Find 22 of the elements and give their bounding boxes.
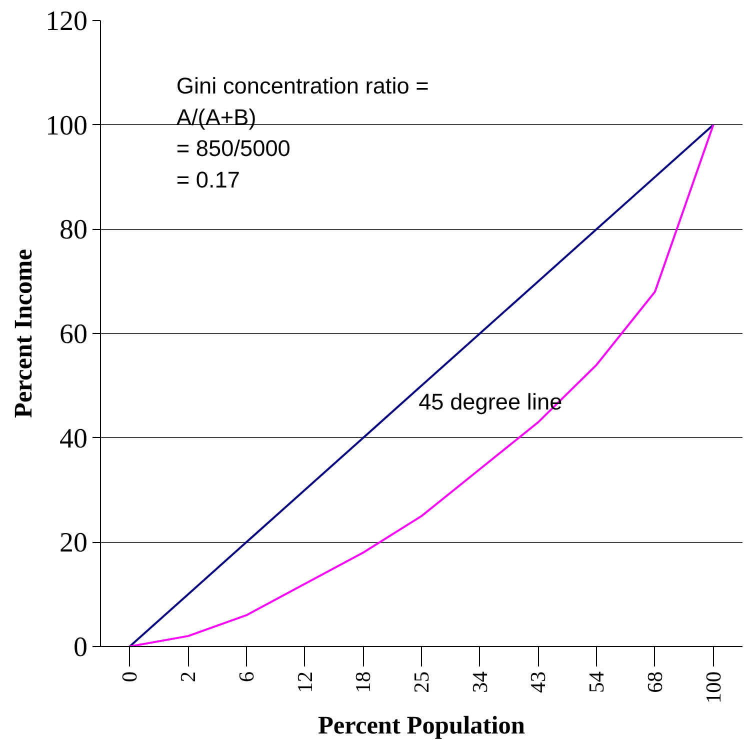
x-tick-label: 43 [526, 672, 550, 693]
y-tick-label: 20 [60, 528, 88, 559]
x-tick-label: 12 [292, 672, 317, 693]
x-tick-label: 34 [468, 671, 492, 693]
x-axis-title: Percent Population [318, 711, 526, 740]
y-tick-label: 60 [60, 319, 88, 350]
x-tick-label: 18 [351, 672, 376, 693]
x-tick-label: 6 [234, 671, 258, 682]
y-tick-label: 120 [46, 6, 88, 37]
x-tick-label: 0 [118, 671, 142, 682]
annotation: Gini concentration ratio = A/(A+B) = 850/5000 = 0.17 [176, 72, 429, 192]
annotation: 45 degree line [418, 388, 562, 414]
x-tick-label: 25 [410, 672, 434, 693]
y-tick-label: 80 [60, 214, 88, 246]
y-tick-label: 100 [46, 110, 88, 142]
x-tick-label: 2 [176, 671, 200, 682]
x-tick-label: 100 [701, 671, 726, 704]
y-tick-label: 0 [74, 632, 88, 663]
x-tick-label: 54 [584, 671, 609, 693]
y-tick-label: 40 [60, 423, 88, 454]
x-tick-label: 68 [642, 672, 667, 693]
y-axis-title: Percent Income [10, 248, 38, 418]
